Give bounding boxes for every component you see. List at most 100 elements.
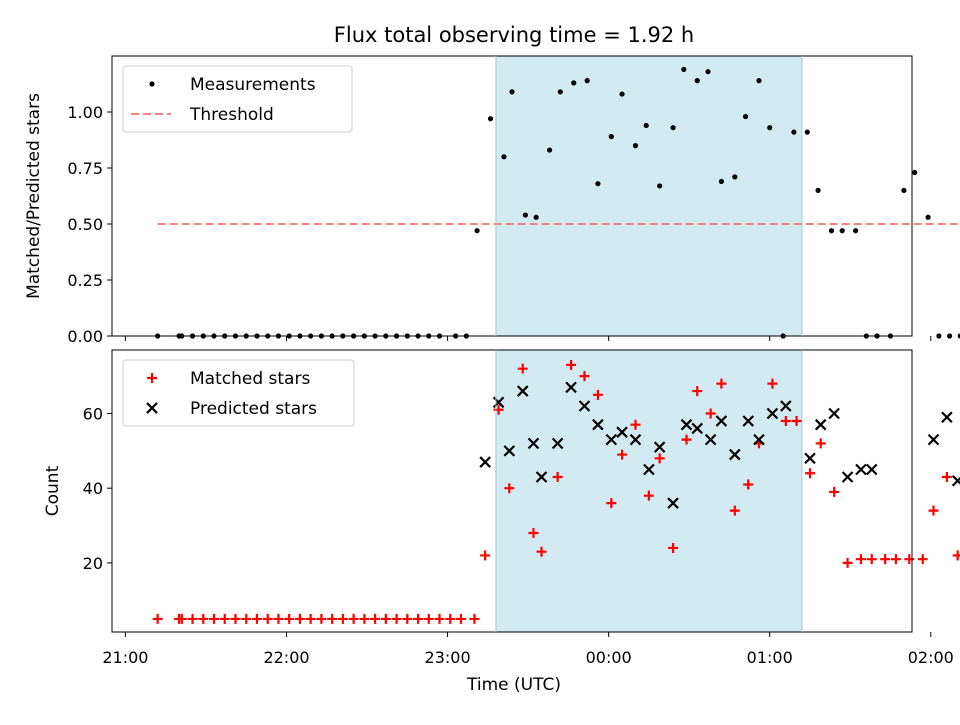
y-tick-label: 20 xyxy=(83,554,103,573)
predicted-star-point xyxy=(680,418,693,431)
measurement-point xyxy=(925,214,931,220)
predicted-star-point xyxy=(667,497,679,509)
x-tick-label: 22:00 xyxy=(263,648,309,667)
matched-star-point xyxy=(917,554,928,565)
measurement-point xyxy=(946,333,953,339)
matched-star-point xyxy=(880,554,891,565)
matched-star-point xyxy=(284,613,295,624)
predicted-star-point xyxy=(643,463,655,476)
top-panel-frame xyxy=(111,55,913,337)
measurement-point xyxy=(487,116,494,122)
legend-predicted-swatch xyxy=(146,402,158,414)
predicted-star-point xyxy=(605,433,618,446)
matched-star-point xyxy=(219,613,230,624)
matched-star-point xyxy=(209,613,220,624)
x-tick-label: 00:00 xyxy=(586,648,632,667)
measurement-point xyxy=(670,125,676,131)
legend-matched-swatch xyxy=(147,373,157,383)
top-panel-ylabel: Matched/Predicted stars xyxy=(24,93,44,299)
predicted-star-point xyxy=(492,396,505,409)
predicted-star-point xyxy=(828,407,840,420)
matched-star-point xyxy=(262,613,273,624)
measurement-point xyxy=(474,228,480,234)
matched-star-point xyxy=(455,613,466,624)
y-tick-label: 1.00 xyxy=(67,103,103,122)
matched-star-point xyxy=(630,419,641,430)
x-axis-label: Time (UTC) xyxy=(466,675,561,695)
chart-title: Flux total observing time = 1.92 h xyxy=(334,23,694,47)
matched-star-point xyxy=(654,453,665,464)
measurement-point xyxy=(791,129,797,135)
x-tick-label: 23:00 xyxy=(425,648,471,667)
matched-star-point xyxy=(370,613,381,624)
predicted-star-point xyxy=(578,400,591,412)
matched-star-point xyxy=(337,613,348,624)
matched-star-point xyxy=(348,613,359,624)
matched-star-point xyxy=(316,613,327,624)
predicted-star-point xyxy=(527,437,540,450)
measurement-point xyxy=(657,183,663,189)
matched-star-point xyxy=(804,468,815,479)
predicted-star-point xyxy=(804,452,816,465)
matched-star-point xyxy=(273,613,284,624)
matched-star-point xyxy=(230,613,241,624)
matched-star-point xyxy=(391,613,402,624)
predicted-star-point xyxy=(592,418,604,431)
predicted-star-point xyxy=(479,456,491,468)
measurement-point xyxy=(571,80,577,86)
matched-star-point xyxy=(566,359,577,370)
matched-star-point xyxy=(359,613,370,624)
y-tick-label: 0.75 xyxy=(67,159,103,178)
predicted-star-point xyxy=(535,471,548,483)
matched-star-point xyxy=(251,613,262,624)
bottom-panel-marks xyxy=(152,359,960,624)
measurement-point xyxy=(522,212,529,218)
matched-star-point xyxy=(528,528,539,539)
matched-star-point xyxy=(327,613,338,624)
matched-star-point xyxy=(743,479,754,490)
measurement-point xyxy=(681,66,687,73)
predicted-star-point xyxy=(715,415,728,427)
matched-star-point xyxy=(517,363,528,374)
matched-star-point xyxy=(716,378,727,389)
x-tick-label: 02:00 xyxy=(908,648,954,667)
legend-label: Matched stars xyxy=(190,369,310,389)
x-tick-label: 21:00 xyxy=(102,648,148,667)
measurement-point xyxy=(742,113,749,120)
y-tick-label: 60 xyxy=(83,404,103,423)
matched-star-point xyxy=(480,550,491,561)
measurement-point xyxy=(853,228,859,234)
predicted-star-point xyxy=(629,433,642,446)
measurement-point xyxy=(828,228,835,234)
matched-star-point xyxy=(855,554,866,565)
measurement-point xyxy=(912,169,918,176)
bottom-panel-ylabel: Count xyxy=(43,465,63,516)
predicted-star-point xyxy=(742,415,755,427)
matched-star-point xyxy=(241,613,252,624)
measurement-point xyxy=(756,78,762,84)
measurement-point xyxy=(732,174,738,180)
matched-star-point xyxy=(729,505,740,516)
measurement-point xyxy=(533,214,539,220)
matched-star-point xyxy=(617,449,628,460)
bottom-panel-frame xyxy=(111,349,913,633)
legend-box xyxy=(122,65,353,133)
measurement-point xyxy=(608,134,614,140)
y-tick-label: 0.50 xyxy=(67,215,103,234)
predicted-star-point xyxy=(616,426,628,438)
measurement-point xyxy=(815,187,821,193)
predicted-star-point xyxy=(941,411,953,424)
matched-star-point xyxy=(668,542,679,553)
legend-box xyxy=(122,359,355,427)
measurement-point xyxy=(619,91,625,97)
matched-star-point xyxy=(842,557,853,568)
predicted-star-point xyxy=(841,471,854,483)
matched-star-point xyxy=(952,550,960,561)
measurement-point xyxy=(509,89,515,95)
top-panel: 0.00 0.25 0.50 0.75 1.00 Matched/Predicted s… xyxy=(24,55,960,346)
matched-star-point xyxy=(643,490,654,501)
matched-star-point xyxy=(402,613,413,624)
top-panel-ticks: 0.00 0.25 0.50 0.75 1.00 xyxy=(67,103,932,346)
matched-star-point xyxy=(705,408,716,419)
matched-star-point xyxy=(469,613,480,624)
